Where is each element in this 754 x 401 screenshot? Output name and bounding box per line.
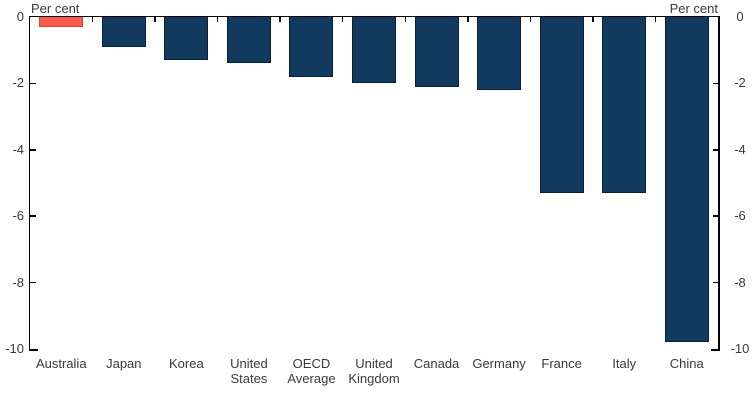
y-tick-label-left--6: -6 [12,208,24,224]
bar-germany [477,17,522,91]
y-tick-right--4 [712,149,718,151]
y-tick-label-left--2: -2 [12,75,24,91]
x-label-korea: Korea [169,356,204,371]
x-tick-4 [279,17,281,22]
x-tick-6 [404,17,407,22]
bar-canada [414,17,459,87]
x-label-germany: Germany [472,356,526,371]
x-label-oecd-average: OECD Average [287,356,336,386]
x-tick-9 [592,17,594,22]
y-tick-left--4 [30,149,36,151]
bar-united-kingdom [352,17,396,84]
zero-line [28,15,720,17]
x-label-united-states: United States [230,356,268,386]
x-label-united-kingdom: United Kingdom [348,356,400,386]
y-tick-label-right-0: 0 [736,9,744,24]
bar-france [539,17,584,193]
bar-japan [101,17,146,47]
x-label-china: China [669,356,704,371]
y-tick-left--8 [30,281,36,284]
x-tick-10 [654,17,657,22]
y-axis-title-left: Per cent [31,1,80,16]
x-label-australia: Australia [35,356,87,371]
bar-korea [164,17,209,61]
x-label-france: France [541,356,582,371]
x-tick-5 [341,17,344,22]
x-tick-8 [529,17,532,22]
y-tick-label-right--6: -6 [734,208,746,224]
bar-australia [39,17,84,27]
axis-stub-bottom-left [28,349,38,351]
x-tick-1 [91,17,94,22]
y-tick-label-left--10: -10 [5,341,24,356]
y-tick-right--8 [712,281,718,284]
y-tick-label-right--8: -8 [734,274,746,290]
x-tick-7 [467,17,469,22]
y-tick-label-right--10: -10 [730,341,750,356]
right-axis-line [718,15,720,351]
y-tick-right--2 [712,82,718,85]
bar-oecd-average [289,17,334,77]
x-tick-2 [154,17,156,22]
x-label-japan: Japan [106,356,142,371]
y-tick-label-right--4: -4 [734,141,746,157]
y-tick-left--6 [30,215,36,217]
y-tick-label-left--4: -4 [12,141,24,157]
x-tick-3 [216,17,219,22]
bar-china [664,17,709,343]
axis-stub-bottom-right [710,349,720,351]
bar-italy [602,17,647,193]
y-tick-left--2 [30,82,36,85]
y-tick-label-right--2: -2 [734,75,746,91]
y-tick-label-left--8: -8 [12,274,24,290]
y-axis-title-right: Per cent [669,1,718,16]
left-axis-line [28,15,30,351]
bar-united-states [226,17,271,64]
y-tick-label-left-0: 0 [16,9,24,24]
y-tick-right--6 [712,215,718,217]
x-label-italy: Italy [612,356,637,371]
x-label-canada: Canada [413,356,460,371]
